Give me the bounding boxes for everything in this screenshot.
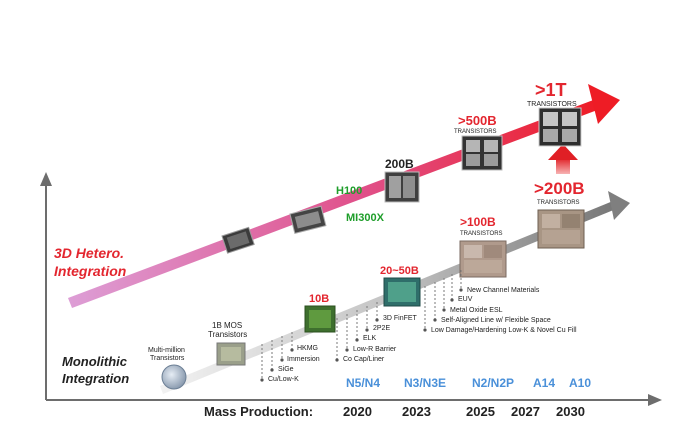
year-label: 2023 [402,404,431,419]
mono-value-unit: 1B MOS Transistors [208,321,247,339]
mono-track-title-line2: Integration [62,371,129,386]
node-label: N3/N3E [404,376,446,390]
chip-icon [538,107,582,147]
tech-leader-dot [335,358,339,362]
chip-icon [461,135,503,171]
hetero-caption: H100 [336,185,362,197]
year-label: 2030 [556,404,585,419]
upgrade-arrow [548,144,578,174]
tech-leader-dot [442,308,446,312]
tech-label: Cu/Low-K [268,376,299,383]
mono-value-unit: Multi-million Transistors [148,347,185,362]
chip-icon [384,171,420,203]
die-icon [304,305,336,333]
tech-label: 2P2E [373,325,390,332]
tech-leader-dot [290,348,294,352]
tech-label: Low-R Barrier [353,346,397,353]
node-label: A10 [569,376,591,390]
tech-label: SiGe [278,366,294,373]
mono-value: 10B [309,293,329,305]
die-icon [459,240,507,278]
tech-label: Immersion [287,356,320,363]
hetero-value-unit: TRANSISTORS [527,101,577,108]
tech-label: Low Damage/Hardening Low-K & Novel Cu Fi… [431,327,577,334]
mono-value-unit: TRANSISTORS [537,200,580,206]
tech-leader-dot [459,288,463,292]
wafer-icon [161,364,187,390]
tech-label: Metal Oxide ESL [450,307,503,314]
chip-icon [289,205,327,235]
tech-leader-dot [355,338,359,342]
year-label: 2025 [466,404,495,419]
tech-label: ELK [363,335,377,342]
year-label: 2020 [343,404,372,419]
hetero-track-title-line1: 3D Hetero. [54,245,124,261]
die-icon [537,209,585,249]
hetero-caption: MI300X [346,212,385,224]
mono-chips [161,209,585,390]
tech-label: HKMG [297,345,318,352]
node-label: A14 [533,376,555,390]
mono-arrow-head [608,191,630,220]
axes [40,172,662,406]
die-icon [216,342,246,366]
tech-leader-dot [450,298,454,302]
y-axis-arrow [40,172,52,186]
die-icon [383,277,421,307]
hetero-value: >500B [458,113,497,128]
hetero-milestones: H100 200B MI300X >500B TRANSISTORS >1T T… [336,80,577,224]
tech-leader-dot [375,318,379,322]
mono-value: >200B [534,179,585,198]
tech-leader-dot [423,328,427,332]
tech-label: Self-Aligned Line w/ Flexible Space [441,317,551,324]
tech-label: New Channel Materials [467,287,540,294]
tech-leader-dot [270,368,274,372]
mono-milestones: Multi-million Transistors 1B MOS Transisto… [148,179,585,362]
tech-leader-dot [280,358,284,362]
mono-track-title-line1: Monolithic [62,354,128,369]
hetero-chips [221,107,582,254]
mono-value: 20~50B [380,265,419,277]
x-axis-arrow [648,394,662,406]
tech-label: 3D FinFET [383,315,418,322]
year-label: 2027 [511,404,540,419]
hetero-value: >1T [535,80,567,100]
node-label: N2/N2P [472,376,514,390]
hetero-value-unit: TRANSISTORS [454,129,497,135]
hetero-value: 200B [385,157,414,171]
tech-leader-dot [433,318,437,322]
hetero-track-title-line2: Integration [54,263,126,279]
tech-label: EUV [458,296,473,303]
chip-icon [221,226,255,254]
tech-leader-dot [260,378,264,382]
tech-leader-dot [365,328,369,332]
technology-labels: Cu/Low-K SiGe Immersion HKMG Co Cap/Liner Low… [260,270,577,383]
tech-leader-dot [345,348,349,352]
node-row: N5/N4 N3/N3E N2/N2P A14 A10 [346,376,591,390]
node-label: N5/N4 [346,376,380,390]
hetero-arrow-head [588,84,620,124]
tech-label: Co Cap/Liner [343,356,385,363]
mono-value-unit: TRANSISTORS [460,231,503,237]
mono-value: >100B [460,215,496,229]
x-axis-title: Mass Production: [204,404,313,419]
x-axis-labels: Mass Production: 2020 2023 2025 2027 203… [204,404,585,419]
hetero-arrow-body [68,99,600,308]
